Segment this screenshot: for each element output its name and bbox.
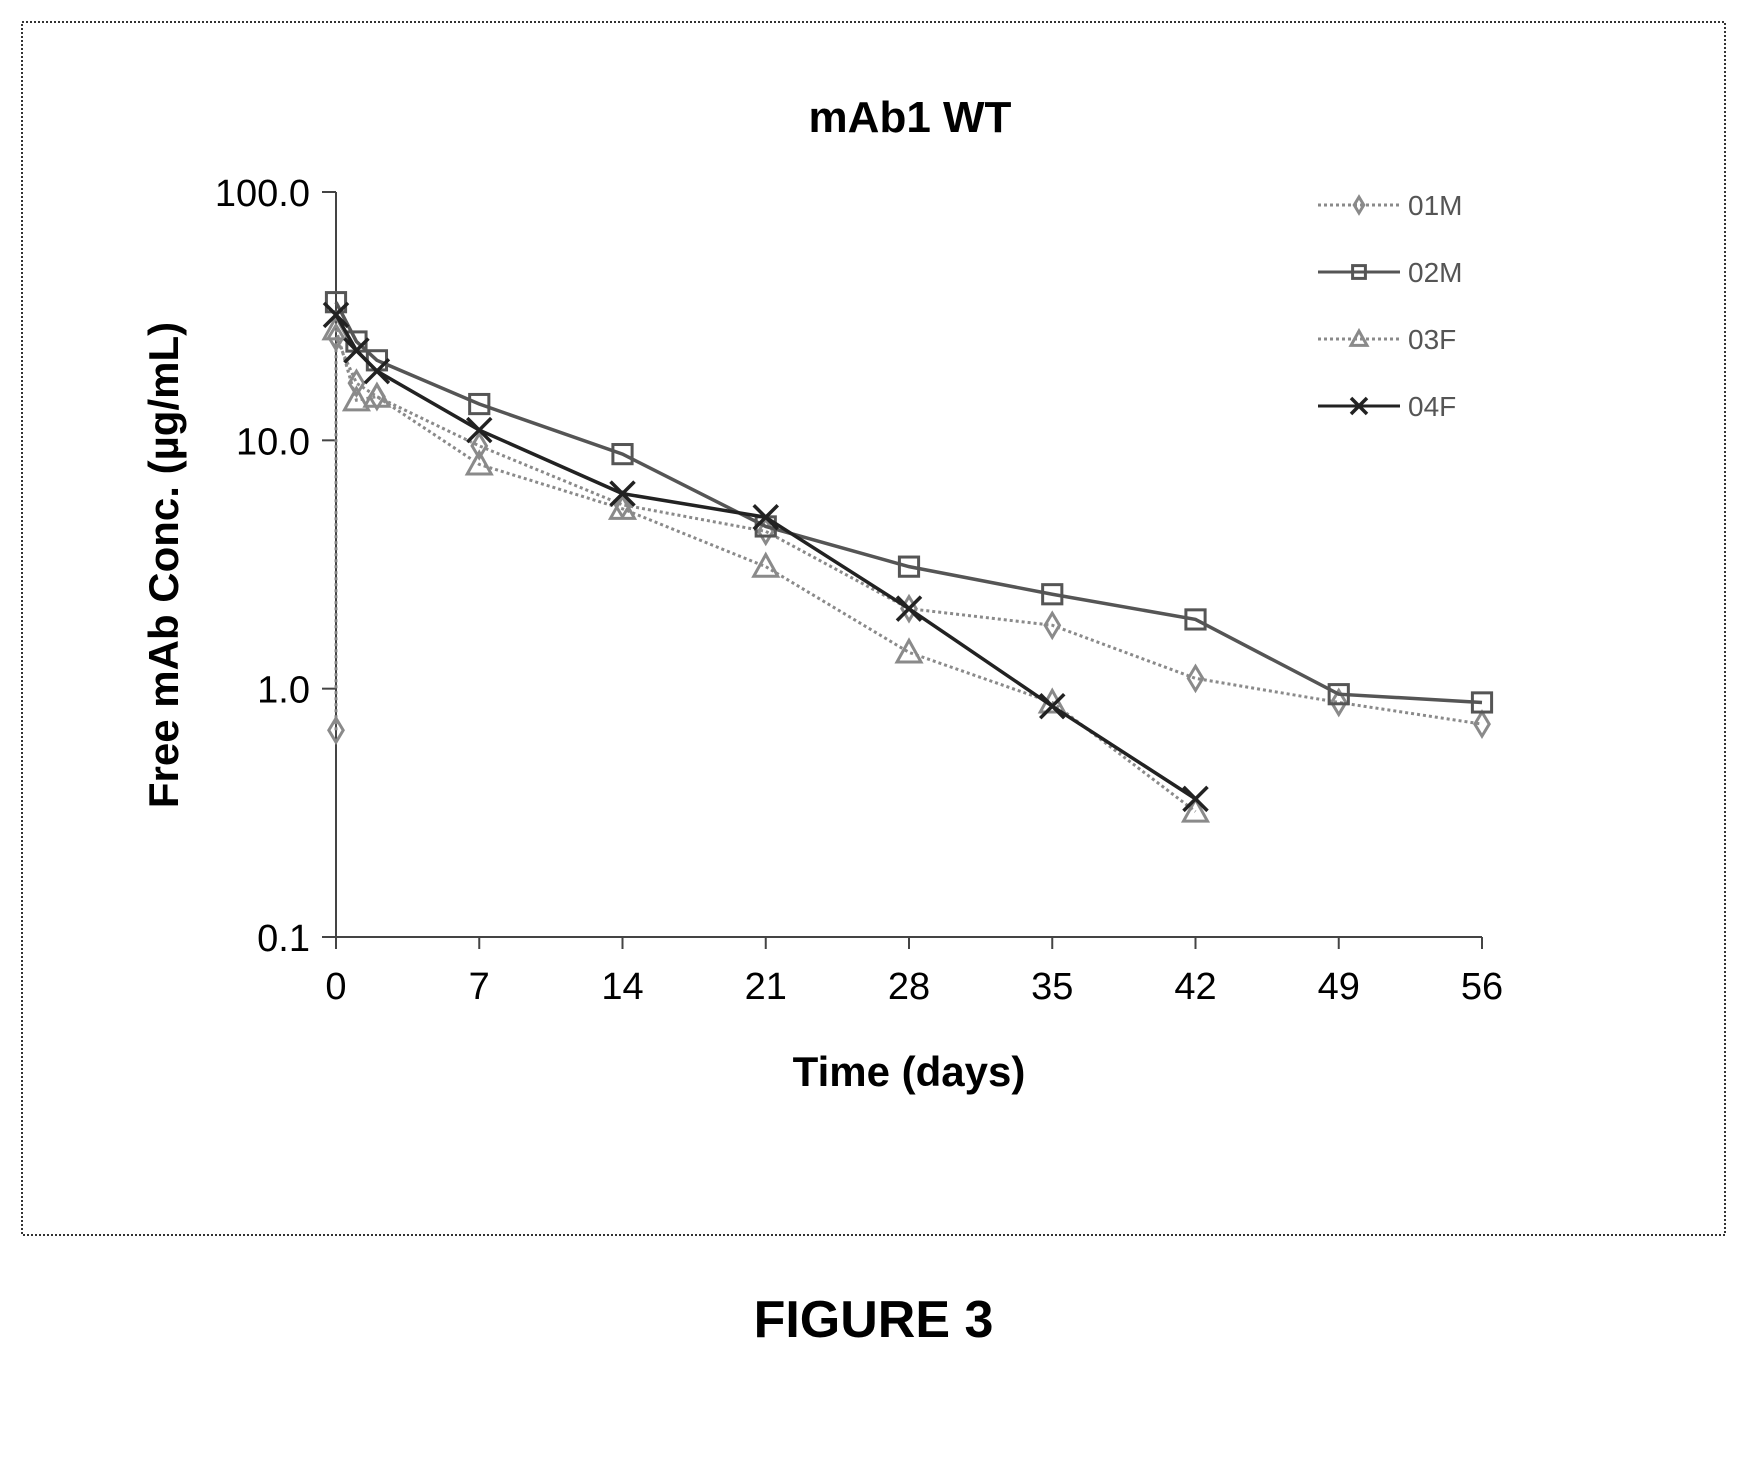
y-tick-label: 0.1 [257,918,310,960]
data-point [1039,692,1066,720]
x-tick-label: 28 [888,966,930,1008]
data-point [362,381,392,408]
data-point [324,291,348,314]
legend-label: 03F [1408,324,1456,355]
data-point [1327,683,1350,706]
data-point [1352,194,1366,216]
legend-entry: 02M [1318,257,1462,288]
x-tick-label: 56 [1461,966,1503,1008]
data-point [897,555,921,578]
legend: 01M 02M 03F 04F [1318,190,1462,422]
data-point [751,551,781,578]
data-point [363,357,391,385]
x-tick-label: 7 [469,966,490,1008]
legend-label: 01M [1408,190,1462,221]
data-point [752,504,779,531]
x-tick-label: 49 [1318,966,1360,1008]
data-point [1470,691,1494,714]
data-point [1180,796,1211,823]
data-point [1184,608,1207,631]
chart-frame [21,21,1726,1236]
data-point [341,385,372,412]
data-point [894,637,924,664]
data-point [470,430,489,461]
data-point [1043,610,1062,641]
series-line [334,301,1483,705]
data-point [1186,663,1205,694]
data-point [464,449,494,476]
x-tick-label: 0 [325,966,346,1008]
data-point [895,595,923,622]
data-point [1351,264,1367,280]
data-point [327,715,345,746]
x-tick-label: 14 [601,966,643,1008]
data-point [466,416,493,444]
legend-label: 02M [1408,257,1462,288]
x-tick-label: 35 [1031,966,1073,1008]
x-ticks: 0 7 14 21 28 35 42 49 56 [325,937,1503,1008]
data-point [327,322,345,353]
chart-title: mAb1 WT [809,93,1012,142]
data-point [1473,709,1491,740]
data-point [607,493,638,520]
data-point [1329,687,1348,718]
legend-entry: 01M [1318,190,1462,221]
y-tick-label: 100.0 [215,173,310,215]
data-point [1348,327,1370,347]
legend-label: 04F [1408,391,1456,422]
y-tick-label: 10.0 [236,421,310,463]
data-point [468,392,491,416]
data-point [1349,396,1369,416]
y-ticks: 0.1 1.0 10.0 100.0 [215,173,336,960]
data-point [343,337,370,364]
legend-entry: 04F [1318,391,1456,422]
y-axis-label: Free mAb Conc. (µg/mL) [140,322,187,808]
y-tick-label: 1.0 [257,670,310,712]
series-04F [322,301,1209,813]
data-point [1182,785,1209,813]
series-layer [321,291,1494,823]
legend-entry: 03F [1318,324,1456,355]
x-tick-label: 42 [1174,966,1216,1008]
x-tick-label: 21 [745,966,787,1008]
data-point [609,480,636,507]
x-axis-label: Time (days) [793,1048,1026,1095]
data-point [322,301,350,329]
figure-label: FIGURE 3 [753,1291,994,1349]
data-point [611,443,634,466]
data-point [1041,583,1064,606]
